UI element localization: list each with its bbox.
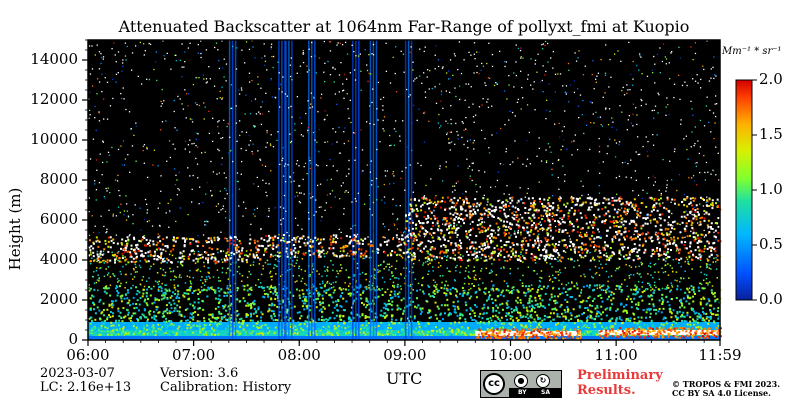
y-tick-label: 4000	[39, 250, 78, 268]
y-tick-label: 10000	[30, 130, 78, 148]
y-tick-label: 0	[68, 330, 78, 348]
calibration-label: Calibration: History	[160, 380, 292, 395]
y-tick-label: 8000	[39, 170, 78, 188]
y-tick-label: 12000	[30, 90, 78, 108]
copyright-line2: CC BY SA 4.0 License.	[672, 388, 771, 398]
x-axis-label: UTC	[386, 369, 423, 388]
preliminary-line1: Preliminary	[577, 368, 663, 383]
copyright-line1: © TROPOS & FMI 2023.	[672, 379, 781, 389]
colorbar-tick-label: 1.0	[759, 180, 783, 198]
heatmap-cells	[88, 40, 722, 340]
colorbar-ticks	[752, 79, 757, 301]
x-tick-label: 11:59	[698, 346, 742, 364]
x-tick-label: 09:00	[383, 346, 427, 364]
x-tick-label: 07:00	[172, 346, 216, 364]
copyright-notice: © TROPOS & FMI 2023. CC BY SA 4.0 Licens…	[672, 380, 780, 398]
y-tick-label: 6000	[39, 210, 78, 228]
cc-sa-label: SA	[541, 389, 550, 396]
preliminary-notice: Preliminary Results.	[577, 368, 663, 398]
axis-ticks	[82, 39, 721, 346]
cc-logo-icon: cc	[483, 373, 505, 395]
lc-label: LC: 2.16e+13	[40, 380, 132, 395]
y-tick-label: 2000	[39, 290, 78, 308]
share-alike-icon: ↻	[536, 374, 550, 388]
preliminary-line2: Results.	[577, 383, 636, 398]
cc-by-label: BY	[518, 389, 527, 396]
colorbar-tick-label: 0.5	[759, 235, 783, 253]
cc-strip: BY SA	[509, 388, 561, 397]
attribution-icon: ●	[514, 374, 528, 388]
colorbar-tick-label: 1.5	[759, 125, 783, 143]
x-tick-label: 10:00	[488, 346, 533, 364]
date-label: 2023-03-07	[40, 366, 115, 381]
chart-title: Attenuated Backscatter at 1064nm Far-Ran…	[118, 17, 690, 36]
colorbar	[735, 79, 753, 301]
version-label: Version: 3.6	[160, 366, 239, 381]
x-tick-label: 11:00	[594, 346, 638, 364]
colorbar-unit: Mm⁻¹ * sr⁻¹	[722, 46, 782, 57]
x-tick-label: 08:00	[277, 346, 321, 364]
y-tick-label: 14000	[30, 50, 78, 68]
colorbar-tick-label: 0.0	[759, 290, 783, 308]
cc-license-badge: cc ● ↻ BY SA	[480, 370, 562, 398]
x-tick-label: 06:00	[66, 346, 110, 364]
colorbar-tick-label: 2.0	[759, 70, 783, 88]
